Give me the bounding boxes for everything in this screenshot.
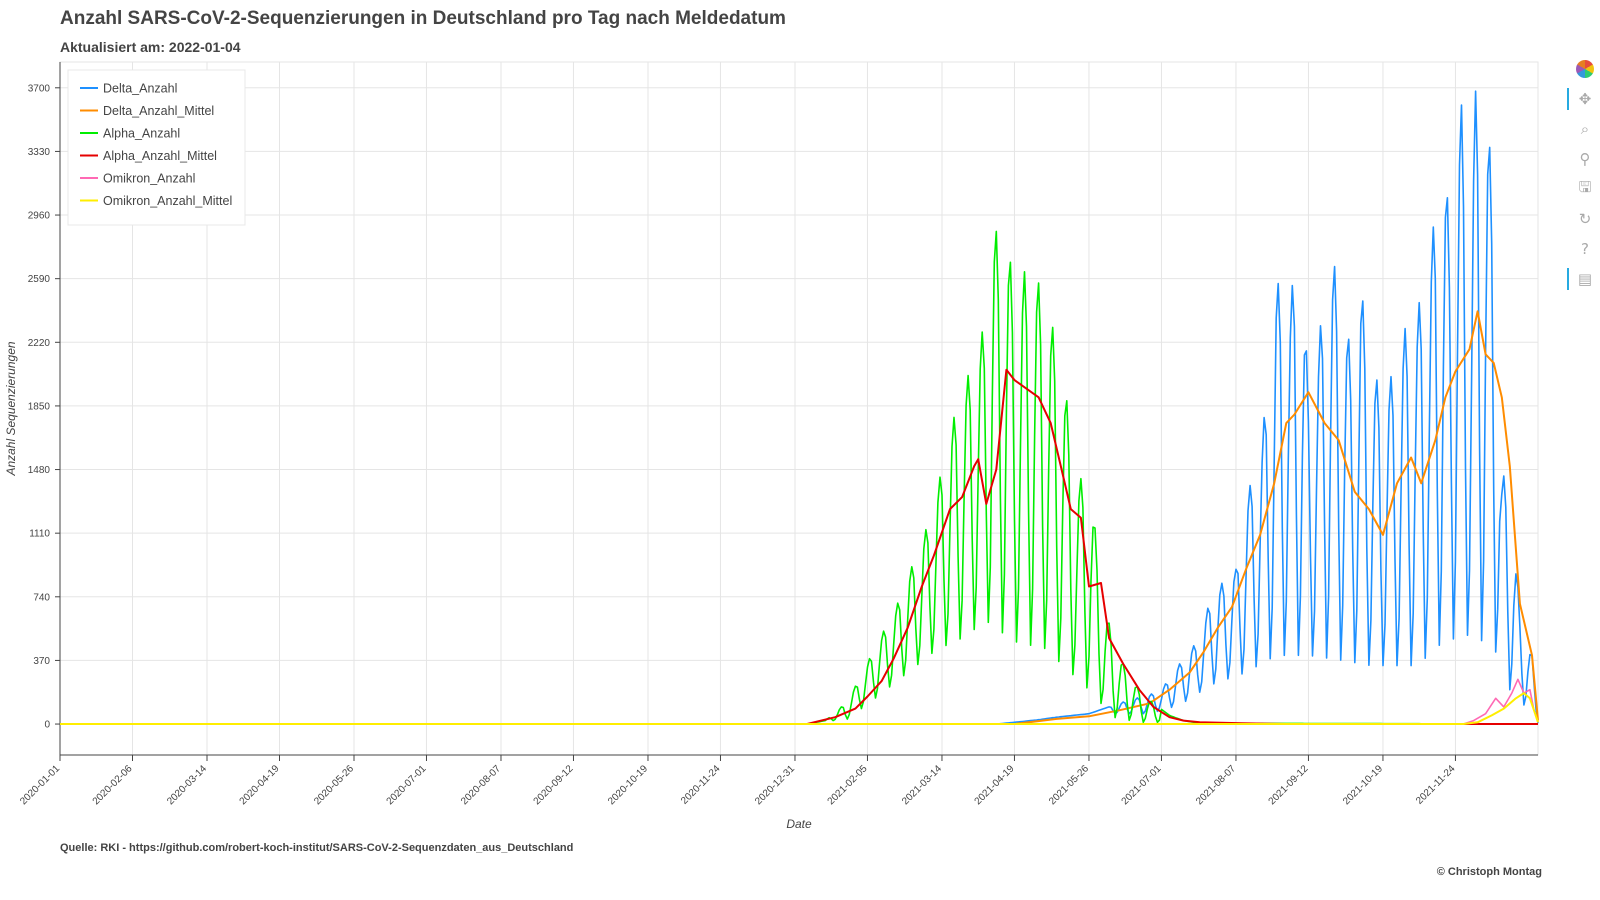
legend-label: Alpha_Anzahl — [103, 127, 180, 141]
x-tick-label: 2021-04-19 — [973, 763, 1017, 807]
y-tick-label: 2220 — [28, 338, 51, 349]
x-tick-label: 2021-10-19 — [1341, 763, 1385, 807]
x-tick-label: 2021-03-14 — [900, 763, 944, 807]
grid-lines — [59, 61, 1539, 756]
x-tick-label: 2020-11-24 — [679, 763, 723, 807]
y-tick-label: 1850 — [28, 401, 51, 412]
chart-canvas[interactable]: 0 370 740 1110 1480 1850 2220 2590 2960 3330 3700 2… — [0, 0, 1570, 840]
x-tick-label: 2021-02-05 — [826, 763, 870, 807]
x-tick-label: 2020-09-12 — [532, 763, 576, 807]
help-tool-icon[interactable]: ? — [1581, 240, 1589, 258]
y-tick-label: 1480 — [28, 465, 51, 476]
series-line-alpha-anzahl-mittel — [60, 368, 1538, 725]
y-tick-label: 370 — [33, 656, 50, 667]
legend-label: Omikron_Anzahl_Mittel — [103, 194, 232, 208]
legend-label: Alpha_Anzahl_Mittel — [103, 149, 217, 163]
save-tool-icon[interactable]: 🖫 — [1578, 177, 1592, 196]
y-tick-label: 1110 — [29, 529, 50, 540]
y-axis-title: Anzahl Sequenzierungen — [4, 341, 18, 476]
source-note: Quelle: RKI - https://github.com/robert-… — [60, 842, 574, 854]
x-tick-label: 2020-10-19 — [606, 763, 650, 807]
y-tick-label: 3700 — [28, 83, 51, 94]
plot-toolbar: ✥ ⌕ ⚲ 🖫 ↻? ▤ — [1567, 58, 1596, 298]
chart-subtitle: Aktualisiert am: 2022-01-04 — [60, 39, 241, 55]
hover-tool-icon[interactable]: ▤ — [1567, 268, 1596, 290]
bokeh-logo-mark — [1576, 60, 1594, 78]
wheel-zoom-tool-icon[interactable]: ⚲ — [1579, 150, 1591, 168]
plot-area — [59, 61, 1539, 756]
x-tick-label: 2021-09-12 — [1267, 763, 1311, 807]
x-axis-title: Date — [786, 817, 812, 831]
x-tick-label: 2021-07-01 — [1120, 763, 1164, 807]
series-lines — [60, 90, 1539, 725]
legend-box — [67, 69, 246, 226]
x-tick-label: 2021-05-26 — [1047, 763, 1091, 807]
bokeh-logo-icon[interactable] — [1574, 58, 1596, 80]
x-tick-label: 2020-02-06 — [91, 763, 135, 807]
x-tick-label: 2021-11-24 — [1414, 763, 1458, 807]
y-tick-label: 2960 — [28, 211, 51, 222]
x-tick-label: 2020-04-19 — [238, 763, 282, 807]
x-tick-label: 2020-08-07 — [459, 763, 503, 807]
x-tick-label: 2020-12-31 — [753, 763, 797, 807]
box-zoom-tool-icon[interactable]: ⌕ — [1580, 120, 1590, 138]
series-line-delta-anzahl-mittel — [60, 310, 1539, 725]
y-tick-label: 3330 — [28, 147, 51, 158]
x-tick-label: 2020-03-14 — [165, 763, 209, 807]
x-tick-label: 2020-07-01 — [385, 763, 429, 807]
chart-title: Anzahl SARS-CoV-2-Sequenzierungen in Deu… — [60, 8, 786, 29]
credit-note: © Christoph Montag — [1436, 866, 1542, 878]
x-tick-label: 2020-05-26 — [312, 763, 356, 807]
x-tick-label: 2021-08-07 — [1194, 763, 1238, 807]
reset-tool-icon[interactable]: ↻ — [1578, 210, 1592, 228]
series-line-omikron-anzahl-mittel — [60, 692, 1539, 725]
legend: Delta_Anzahl Delta_Anzahl_Mittel Alpha_Anz… — [67, 69, 246, 226]
legend-label: Delta_Anzahl_Mittel — [103, 104, 214, 118]
series-line-omikron-anzahl — [60, 678, 1539, 725]
pan-tool-icon[interactable]: ✥ — [1567, 88, 1596, 110]
y-tick-label: 0 — [44, 720, 50, 731]
legend-label: Omikron_Anzahl — [103, 172, 195, 186]
x-tick-label: 2020-01-01 — [18, 763, 62, 807]
y-tick-label: 2590 — [28, 274, 51, 285]
y-tick-label: 740 — [33, 592, 50, 603]
legend-label: Delta_Anzahl — [103, 82, 177, 96]
